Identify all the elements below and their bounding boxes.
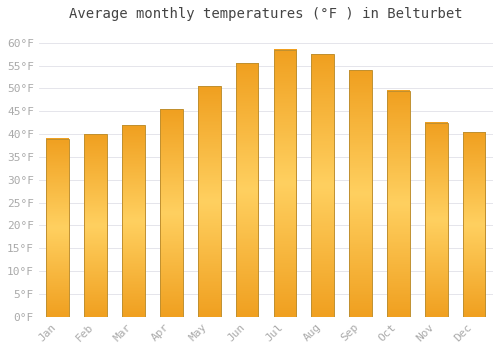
Title: Average monthly temperatures (°F ) in Belturbet: Average monthly temperatures (°F ) in Be… (69, 7, 462, 21)
Bar (46, 139, 69, 317)
Bar (349, 70, 372, 317)
Bar (84, 134, 107, 317)
Bar (122, 125, 145, 317)
Bar (387, 91, 410, 317)
Bar (312, 54, 334, 317)
Bar (425, 123, 448, 317)
Bar (236, 63, 258, 317)
Bar (160, 109, 182, 317)
Bar (198, 86, 220, 317)
Bar (274, 50, 296, 317)
Bar (463, 132, 485, 317)
